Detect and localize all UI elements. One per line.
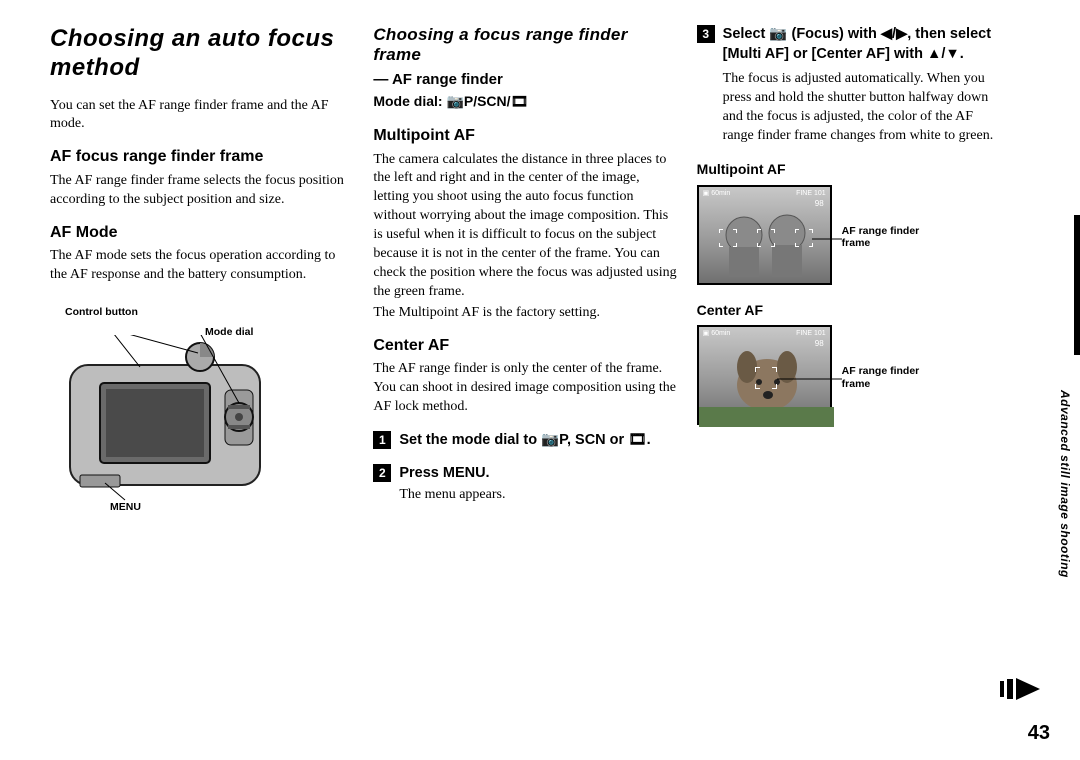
heading-multipoint: Multipoint AF <box>373 125 676 147</box>
heading-af-frame: AF focus range finder frame <box>50 146 353 168</box>
side-tab-marker <box>1074 215 1080 355</box>
subhead-af-range-finder: — AF range finder <box>373 70 676 90</box>
camera-figure: Control button Mode dial MENU <box>50 305 330 515</box>
para-multipoint-factory: The Multipoint AF is the factory setting… <box>373 304 676 323</box>
intro-text: You can set the AF range finder frame an… <box>50 97 353 135</box>
continue-arrow-icon <box>1000 678 1050 705</box>
heading-center-af: Center AF <box>373 335 676 357</box>
sample-multipoint: ▣ 60min FINE 101 98 <box>697 185 957 285</box>
label-af-frame-2: AF range finder frame <box>842 365 932 390</box>
para-center-af: The AF range finder is only the center o… <box>373 360 676 417</box>
heading-choosing-frame: Choosing a focus range finder frame <box>373 25 676 66</box>
sample-center: ▣ 60min FINE 101 98 AF range fi <box>697 325 957 425</box>
step-number-icon: 3 <box>697 25 715 43</box>
label-af-frame-1: AF range finder frame <box>842 225 932 250</box>
step-3: 3 Select 📷 (Focus) with ◀/▶, then select… <box>697 25 1000 64</box>
step-2-text: Press MENU. <box>399 464 676 484</box>
step-2: 2 Press MENU. <box>373 464 676 484</box>
step-3-sub: The focus is adjusted automatically. Whe… <box>723 70 1000 146</box>
heading-af-mode: AF Mode <box>50 222 353 244</box>
mode-dial-line: Mode dial: 📷P/SCN/🎞 <box>373 92 676 111</box>
para-af-frame: The AF range finder frame selects the fo… <box>50 172 353 210</box>
step-number-icon: 2 <box>373 464 391 482</box>
para-multipoint: The camera calculates the distance in th… <box>373 151 676 302</box>
page-title: Choosing an auto focus method <box>50 25 353 83</box>
step-1-text: Set the mode dial to 📷P, SCN or 🎞. <box>399 431 676 451</box>
camera-icon <box>50 335 290 505</box>
label-center-sample: Center AF <box>697 301 1000 320</box>
step-number-icon: 1 <box>373 431 391 449</box>
side-tab-text: Advanced still image shooting <box>1058 390 1072 578</box>
label-multipoint-sample: Multipoint AF <box>697 160 1000 179</box>
page-number: 43 <box>1028 722 1050 745</box>
label-control-button: Control button <box>65 305 138 319</box>
step-2-sub: The menu appears. <box>399 486 676 505</box>
para-af-mode: The AF mode sets the focus operation acc… <box>50 247 353 285</box>
step-1: 1 Set the mode dial to 📷P, SCN or 🎞. <box>373 431 676 451</box>
step-3-text: Select 📷 (Focus) with ◀/▶, then select [… <box>723 25 1000 64</box>
